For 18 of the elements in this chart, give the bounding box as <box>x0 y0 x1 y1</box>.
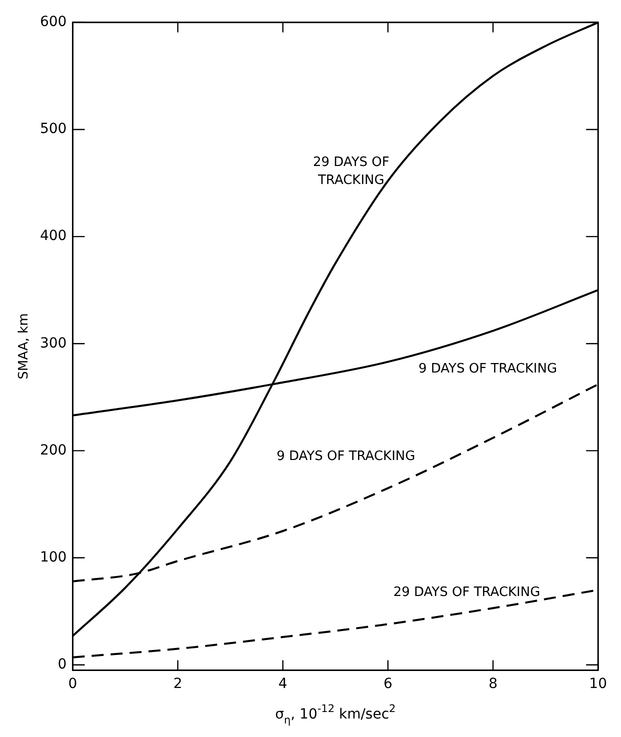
y-tick-label: 500 <box>40 121 67 138</box>
series-label: 9 DAYS OF TRACKING <box>418 361 558 376</box>
x-tick-label: 6 <box>383 676 392 692</box>
y-tick-label: 400 <box>40 228 67 244</box>
y-tick-label: 600 <box>40 14 67 30</box>
x-tick-label: 8 <box>488 676 498 692</box>
y-tick-label: 100 <box>40 549 67 566</box>
x-tick-label: 0 <box>68 676 78 692</box>
y-tick-label: 300 <box>40 335 67 352</box>
y-axis-title: SMAA, km <box>16 313 32 380</box>
x-tick-label: 2 <box>173 676 182 692</box>
x-tick-label: 10 <box>589 676 608 692</box>
x-tick-label: 4 <box>278 676 288 692</box>
y-tick-label: 200 <box>40 442 67 458</box>
y-tick-label: 0 <box>58 656 67 672</box>
series-label: 29 DAYS OF TRACKING <box>393 584 540 600</box>
series-label: 29 DAYS OF TRACKING <box>312 154 390 188</box>
series-label: 9 DAYS OF TRACKING <box>276 448 416 464</box>
